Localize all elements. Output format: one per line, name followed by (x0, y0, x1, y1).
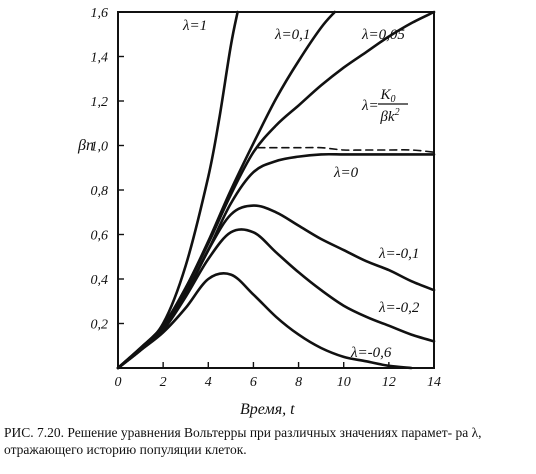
y-tick-label: 1,6 (91, 6, 109, 21)
axis-ticks: 0 2 4 6 8 10 12 14 0,2 0,4 0,6 0,8 1,0 1,2 1,4 1,6 (91, 6, 442, 390)
x-tick-label: 6 (250, 375, 257, 390)
curves (116, 10, 436, 370)
label-lambda-1: λ=1 (182, 18, 207, 34)
series-line-0 (116, 10, 239, 370)
series-line-4 (257, 146, 435, 153)
series-line-2 (116, 10, 436, 370)
x-axis-title: Время, t (240, 401, 295, 418)
x-tick-label: 12 (382, 375, 396, 390)
label-lambda-0-05: λ=0,05 (361, 27, 405, 43)
svg-text:K0: K0 (379, 87, 395, 105)
label-lambda-0: λ=0 (333, 165, 359, 181)
x-tick-label: 4 (205, 375, 212, 390)
y-tick-label: 0,6 (91, 229, 109, 244)
x-tick-label: 8 (295, 375, 302, 390)
x-tick-label: 14 (427, 375, 441, 390)
label-lambda-k0-bk2: λ= K0 βk2 (361, 87, 408, 125)
y-tick-label: 1,4 (91, 51, 109, 66)
svg-text:λ=: λ= (361, 98, 379, 114)
series-line-5 (116, 204, 436, 370)
label-lambda-minus-0-6: λ=-0,6 (350, 345, 392, 361)
y-tick-label: 1,2 (91, 95, 109, 110)
y-tick-label: 1,0 (91, 140, 109, 155)
figure-caption: РИС. 7.20. Решение уравнения Вольтерры п… (4, 425, 482, 457)
y-tick-label: 0,2 (91, 318, 109, 333)
series-line-6 (116, 228, 436, 370)
label-lambda-minus-0-2: λ=-0,2 (378, 300, 420, 316)
x-tick-label: 10 (337, 375, 351, 390)
svg-text:βk2: βk2 (379, 107, 399, 125)
y-tick-label: 0,4 (91, 273, 109, 288)
label-lambda-minus-0-1: λ=-0,1 (378, 246, 419, 262)
y-tick-label: 0,8 (91, 184, 109, 199)
y-axis-title: βn (77, 137, 94, 154)
x-tick-label: 2 (160, 375, 167, 390)
x-tick-label: 0 (115, 375, 122, 390)
series-line-7 (116, 272, 413, 370)
label-lambda-0-1: λ=0,1 (274, 27, 310, 43)
